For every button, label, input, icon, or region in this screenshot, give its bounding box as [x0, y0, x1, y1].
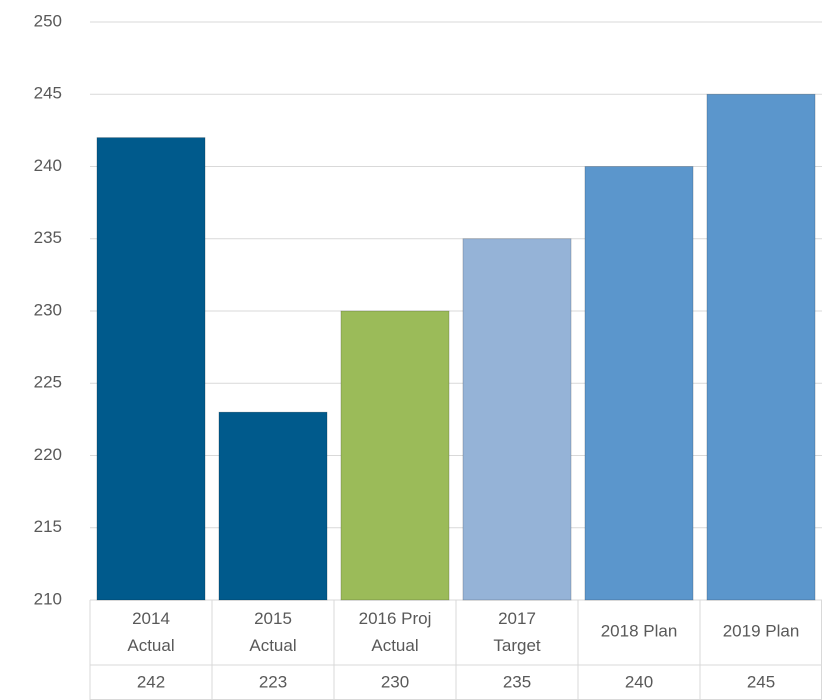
x-tick-label: 2019 Plan	[723, 621, 800, 640]
bar	[462, 238, 572, 601]
y-tick-label: 250	[34, 11, 62, 30]
table-value: 245	[747, 672, 775, 691]
y-tick-label: 230	[34, 300, 62, 319]
x-tick-label: 2018 Plan	[601, 621, 678, 640]
y-tick-label: 235	[34, 228, 62, 247]
bar	[96, 137, 206, 601]
table-value: 230	[381, 672, 409, 691]
table-value: 240	[625, 672, 653, 691]
y-tick-label: 215	[34, 517, 62, 536]
bar	[218, 411, 328, 601]
table-value: 235	[503, 672, 531, 691]
y-tick-label: 225	[34, 373, 62, 392]
x-tick-label: 2014 Actual	[127, 609, 174, 655]
table-value: 242	[137, 672, 165, 691]
bar	[584, 166, 694, 601]
bar	[340, 310, 450, 601]
x-tick-label: 2015 Actual	[249, 609, 296, 655]
y-tick-label: 240	[34, 156, 62, 175]
y-tick-label: 210	[34, 589, 62, 608]
bar	[706, 93, 816, 601]
table-value: 223	[259, 672, 287, 691]
x-tick-label: 2017 Target	[493, 609, 541, 655]
y-tick-label: 245	[34, 84, 62, 103]
x-tick-label: 2016 Proj Actual	[359, 609, 432, 655]
y-tick-label: 220	[34, 445, 62, 464]
